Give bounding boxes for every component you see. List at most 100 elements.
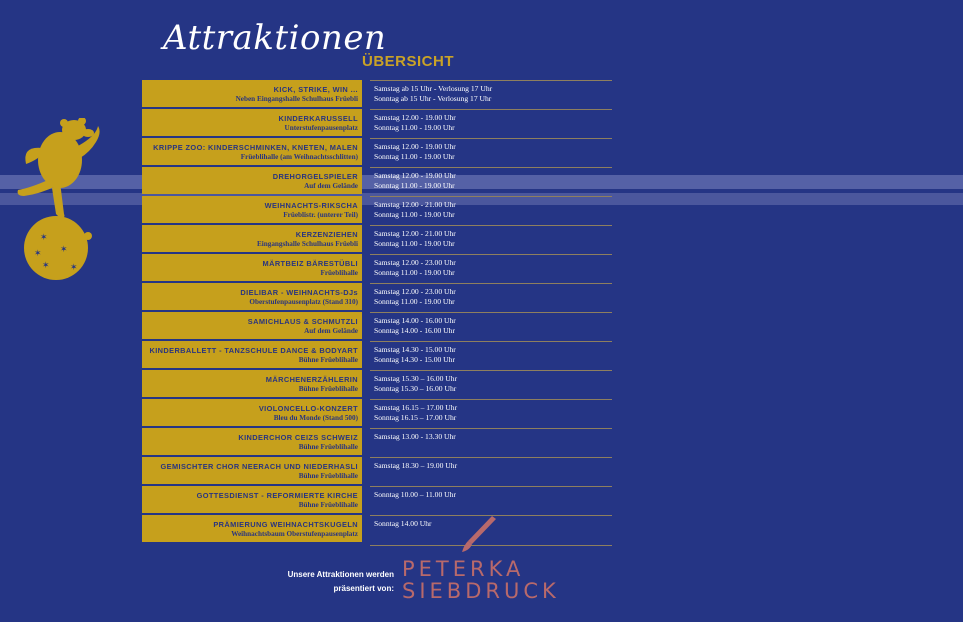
page-subtitle: ÜBERSICHT	[362, 53, 455, 70]
attraction-location: Früeblihalle (am Weihnachtsschlitten)	[240, 153, 358, 161]
attraction-times: Sonntag 14.00 Uhr	[370, 515, 612, 542]
logo-line-2: SIEBDRUCK	[402, 579, 560, 603]
sponsor-logo: PETERKA SIEBDRUCK	[402, 558, 560, 602]
attraction-location: Früeblihalle	[320, 269, 358, 277]
svg-text:✶: ✶	[42, 261, 50, 271]
attraction-location: Oberstufenpausenplatz (Stand 310)	[249, 298, 358, 306]
attraction-label: MÄRCHENERZÄHLERIN Bühne Früeblihalle	[142, 370, 362, 397]
sponsor-line-2: präsentiert von:	[333, 584, 394, 593]
time-sunday: Sonntag 14.00 - 16.00 Uhr	[374, 326, 455, 335]
attraction-times: Samstag 12.00 - 19.00 Uhr Sonntag 11.00 -…	[370, 167, 612, 194]
attraction-row: KICK, STRIKE, WIN ... Neben Eingangshalle…	[142, 80, 612, 109]
page-title: Attraktionen	[163, 18, 387, 58]
attraction-location: Bühne Früeblihalle	[298, 443, 358, 451]
attraction-times: Samstag 12.00 - 19.00 Uhr Sonntag 11.00 -…	[370, 109, 612, 136]
time-sunday: Sonntag 11.00 - 19.00 Uhr	[374, 210, 455, 219]
attraction-label: DREHORGELSPIELER Auf dem Gelände	[142, 167, 362, 194]
attraction-location: Bühne Früeblihalle	[298, 385, 358, 393]
attraction-label: KERZENZIEHEN Eingangshalle Schulhaus Früe…	[142, 225, 362, 252]
sponsor-note: Unsere Attraktionen werden präsentiert v…	[268, 568, 394, 596]
attraction-times: Samstag 12.00 - 23.00 Uhr Sonntag 11.00 -…	[370, 254, 612, 281]
time-sunday: Sonntag ab 15 Uhr - Verlosung 17 Uhr	[374, 94, 492, 103]
attractions-table: KICK, STRIKE, WIN ... Neben Eingangshalle…	[142, 80, 612, 544]
time-sunday: Sonntag 15.30 – 16.00 Uhr	[374, 384, 457, 393]
attraction-times: Samstag 12.00 - 19.00 Uhr Sonntag 11.00 -…	[370, 138, 612, 165]
attraction-name: KRIPPE ZOO: KINDERSCHMINKEN, KNETEN, MAL…	[153, 143, 358, 152]
attraction-label: SAMICHLAUS & SCHMUTZLI Auf dem Gelände	[142, 312, 362, 339]
attraction-location: Auf dem Gelände	[304, 327, 358, 335]
attraction-row: SAMICHLAUS & SCHMUTZLI Auf dem Gelände Sam…	[142, 312, 612, 341]
attraction-row: KERZENZIEHEN Eingangshalle Schulhaus Früe…	[142, 225, 612, 254]
attraction-location: Bühne Früeblihalle	[298, 356, 358, 364]
attraction-name: WEIHNACHTS-RIKSCHA	[264, 201, 358, 210]
time-sunday: Sonntag 11.00 - 19.00 Uhr	[374, 123, 455, 132]
attraction-name: SAMICHLAUS & SCHMUTZLI	[247, 317, 358, 326]
time-saturday: Samstag 12.00 - 19.00 Uhr	[374, 113, 456, 122]
attraction-row: KINDERCHOR CEIZS SCHWEIZ Bühne Früeblihal…	[142, 428, 612, 457]
attraction-row: KRIPPE ZOO: KINDERSCHMINKEN, KNETEN, MAL…	[142, 138, 612, 167]
attraction-location: Bühne Früeblihalle	[298, 472, 358, 480]
time-saturday: Sonntag 10.00 – 11.00 Uhr	[374, 490, 456, 499]
attraction-row: KINDERBALLETT - TANZSCHULE DANCE & BODYA…	[142, 341, 612, 370]
time-sunday: Sonntag 16.15 – 17.00 Uhr	[374, 413, 457, 422]
attraction-location: Unterstufenpausenplatz	[284, 124, 358, 132]
attraction-name: DIELIBAR - WEIHNACHTS-DJs	[240, 288, 358, 297]
time-sunday: Sonntag 11.00 - 19.00 Uhr	[374, 268, 455, 277]
attraction-times: Samstag ab 15 Uhr - Verlosung 17 Uhr Sonn…	[370, 80, 612, 107]
time-saturday: Samstag 18.30 – 19.00 Uhr	[374, 461, 458, 470]
time-saturday: Samstag 12.00 - 19.00 Uhr	[374, 171, 456, 180]
attraction-name: KINDERBALLETT - TANZSCHULE DANCE & BODYA…	[149, 346, 358, 355]
attraction-label: KINDERCHOR CEIZS SCHWEIZ Bühne Früeblihal…	[142, 428, 362, 455]
attraction-name: VIOLONCELLO-KONZERT	[258, 404, 358, 413]
attraction-name: MÄRCHENERZÄHLERIN	[265, 375, 358, 384]
attraction-name: GEMISCHTER CHOR NEERACH UND NIEDERHASLI	[160, 462, 358, 471]
attraction-times: Samstag 14.00 - 16.00 Uhr Sonntag 14.00 -…	[370, 312, 612, 339]
time-saturday: Samstag 12.00 - 23.00 Uhr	[374, 258, 456, 267]
svg-text:✶: ✶	[34, 249, 42, 259]
attraction-row: MÄRCHENERZÄHLERIN Bühne Früeblihalle Samst…	[142, 370, 612, 399]
attraction-row: VIOLONCELLO-KONZERT Bleu du Monde (Stand …	[142, 399, 612, 428]
attraction-times: Samstag 14.30 - 15.00 Uhr Sonntag 14.30 -…	[370, 341, 612, 368]
svg-text:✶: ✶	[60, 245, 68, 255]
attraction-label: GEMISCHTER CHOR NEERACH UND NIEDERHASLI B…	[142, 457, 362, 484]
attraction-label: KRIPPE ZOO: KINDERSCHMINKEN, KNETEN, MAL…	[142, 138, 362, 165]
attraction-location: Eingangshalle Schulhaus Früebli	[256, 240, 358, 248]
time-sunday: Sonntag 11.00 - 19.00 Uhr	[374, 152, 455, 161]
attraction-name: GOTTESDIENST - REFORMIERTE KIRCHE	[196, 491, 358, 500]
time-saturday: Samstag 12.00 - 21.00 Uhr	[374, 229, 456, 238]
attraction-label: WEIHNACHTS-RIKSCHA Früeblistr. (unterer T…	[142, 196, 362, 223]
attraction-location: Bleu du Monde (Stand 500)	[273, 414, 358, 422]
time-saturday: Samstag 13.00 - 13.30 Uhr	[374, 432, 456, 441]
attraction-row: GOTTESDIENST - REFORMIERTE KIRCHE Bühne F…	[142, 486, 612, 515]
time-saturday: Samstag ab 15 Uhr - Verlosung 17 Uhr	[374, 84, 493, 93]
time-saturday: Sonntag 14.00 Uhr	[374, 519, 432, 528]
attraction-times: Samstag 12.00 - 21.00 Uhr Sonntag 11.00 -…	[370, 225, 612, 252]
attraction-row: PRÄMIERUNG WEIHNACHTSKUGELN Weihnachtsbau…	[142, 515, 612, 544]
time-saturday: Samstag 15.30 – 16.00 Uhr	[374, 374, 458, 383]
attraction-row: GEMISCHTER CHOR NEERACH UND NIEDERHASLI B…	[142, 457, 612, 486]
attraction-location: Bühne Früeblihalle	[298, 501, 358, 509]
attraction-name: KICK, STRIKE, WIN ...	[273, 85, 358, 94]
time-sunday: Sonntag 11.00 - 19.00 Uhr	[374, 181, 455, 190]
time-saturday: Samstag 14.00 - 16.00 Uhr	[374, 316, 456, 325]
time-saturday: Samstag 12.00 - 19.00 Uhr	[374, 142, 456, 151]
attraction-location: Weihnachtsbaum Oberstufenpausenplatz	[231, 530, 358, 538]
attraction-name: DREHORGELSPIELER	[272, 172, 358, 181]
attraction-label: DIELIBAR - WEIHNACHTS-DJs Oberstufenpause…	[142, 283, 362, 310]
time-saturday: Samstag 16.15 – 17.00 Uhr	[374, 403, 458, 412]
attraction-times: Samstag 16.15 – 17.00 Uhr Sonntag 16.15 –…	[370, 399, 612, 426]
attraction-name: MÄRTBEIZ BÄRESTÜBLI	[262, 259, 358, 268]
divider	[370, 545, 612, 546]
time-saturday: Samstag 14.30 - 15.00 Uhr	[374, 345, 456, 354]
attraction-label: GOTTESDIENST - REFORMIERTE KIRCHE Bühne F…	[142, 486, 362, 513]
attraction-row: WEIHNACHTS-RIKSCHA Früeblistr. (unterer T…	[142, 196, 612, 225]
attraction-name: PRÄMIERUNG WEIHNACHTSKUGELN	[213, 520, 358, 529]
time-saturday: Samstag 12.00 - 23.00 Uhr	[374, 287, 456, 296]
time-sunday: Sonntag 11.00 - 19.00 Uhr	[374, 297, 455, 306]
attraction-label: VIOLONCELLO-KONZERT Bleu du Monde (Stand …	[142, 399, 362, 426]
svg-text:✶: ✶	[70, 263, 78, 273]
attraction-times: Samstag 13.00 - 13.30 Uhr	[370, 428, 612, 455]
attraction-label: PRÄMIERUNG WEIHNACHTSKUGELN Weihnachtsbau…	[142, 515, 362, 542]
svg-text:✶: ✶	[40, 233, 48, 243]
attraction-times: Samstag 12.00 - 21.00 Uhr Sonntag 11.00 -…	[370, 196, 612, 223]
